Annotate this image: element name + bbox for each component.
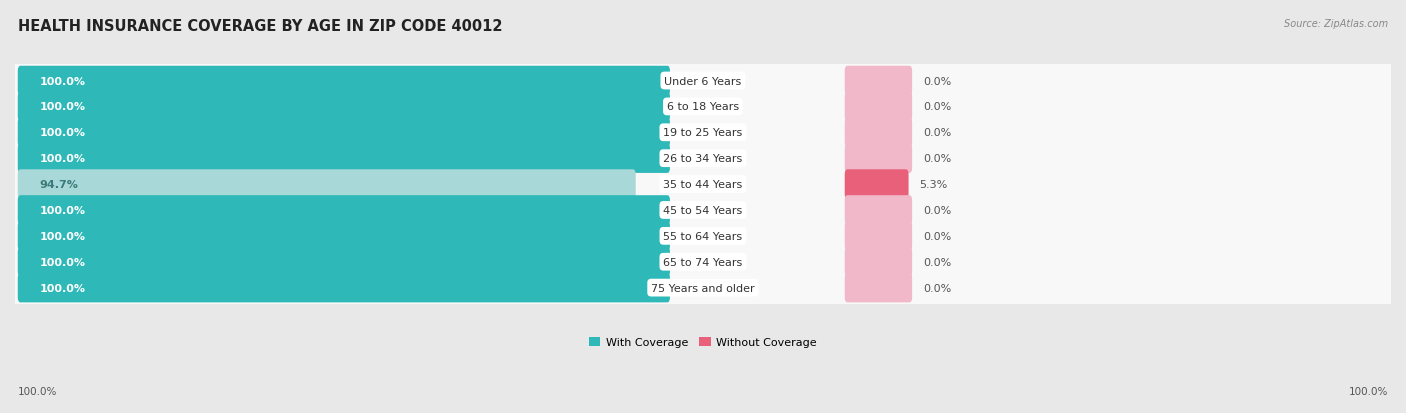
Text: 0.0%: 0.0% xyxy=(924,102,952,112)
Text: HEALTH INSURANCE COVERAGE BY AGE IN ZIP CODE 40012: HEALTH INSURANCE COVERAGE BY AGE IN ZIP … xyxy=(18,19,503,33)
Text: Source: ZipAtlas.com: Source: ZipAtlas.com xyxy=(1284,19,1388,28)
FancyBboxPatch shape xyxy=(14,269,1392,307)
FancyBboxPatch shape xyxy=(18,196,671,225)
Text: 26 to 34 Years: 26 to 34 Years xyxy=(664,154,742,164)
FancyBboxPatch shape xyxy=(845,196,912,225)
FancyBboxPatch shape xyxy=(14,62,1392,100)
Text: 0.0%: 0.0% xyxy=(924,76,952,86)
Text: 0.0%: 0.0% xyxy=(924,205,952,216)
Text: 100.0%: 100.0% xyxy=(18,387,58,396)
FancyBboxPatch shape xyxy=(14,114,1392,152)
Text: 0.0%: 0.0% xyxy=(924,154,952,164)
FancyBboxPatch shape xyxy=(845,144,912,173)
FancyBboxPatch shape xyxy=(14,217,1392,255)
Text: 75 Years and older: 75 Years and older xyxy=(651,283,755,293)
Text: 0.0%: 0.0% xyxy=(924,231,952,241)
Text: 100.0%: 100.0% xyxy=(1348,387,1388,396)
Text: 0.0%: 0.0% xyxy=(924,257,952,267)
FancyBboxPatch shape xyxy=(845,273,912,303)
Text: 100.0%: 100.0% xyxy=(39,231,86,241)
Text: 100.0%: 100.0% xyxy=(39,76,86,86)
FancyBboxPatch shape xyxy=(18,221,671,251)
FancyBboxPatch shape xyxy=(845,247,912,277)
Text: 6 to 18 Years: 6 to 18 Years xyxy=(666,102,740,112)
Legend: With Coverage, Without Coverage: With Coverage, Without Coverage xyxy=(585,333,821,352)
FancyBboxPatch shape xyxy=(14,140,1392,178)
FancyBboxPatch shape xyxy=(845,118,912,148)
FancyBboxPatch shape xyxy=(845,66,912,96)
Text: 0.0%: 0.0% xyxy=(924,283,952,293)
Text: 100.0%: 100.0% xyxy=(39,257,86,267)
FancyBboxPatch shape xyxy=(18,273,671,303)
Text: 100.0%: 100.0% xyxy=(39,205,86,216)
Text: 0.0%: 0.0% xyxy=(924,128,952,138)
Text: 94.7%: 94.7% xyxy=(39,180,79,190)
FancyBboxPatch shape xyxy=(845,221,912,251)
FancyBboxPatch shape xyxy=(18,118,671,148)
FancyBboxPatch shape xyxy=(18,170,636,199)
FancyBboxPatch shape xyxy=(18,93,671,122)
Text: 100.0%: 100.0% xyxy=(39,102,86,112)
Text: Under 6 Years: Under 6 Years xyxy=(665,76,741,86)
Text: 100.0%: 100.0% xyxy=(39,128,86,138)
Text: 55 to 64 Years: 55 to 64 Years xyxy=(664,231,742,241)
FancyBboxPatch shape xyxy=(14,166,1392,204)
FancyBboxPatch shape xyxy=(845,93,912,122)
FancyBboxPatch shape xyxy=(14,243,1392,281)
Text: 100.0%: 100.0% xyxy=(39,283,86,293)
FancyBboxPatch shape xyxy=(18,247,671,277)
Text: 100.0%: 100.0% xyxy=(39,154,86,164)
FancyBboxPatch shape xyxy=(845,170,908,199)
FancyBboxPatch shape xyxy=(18,66,671,96)
Text: 45 to 54 Years: 45 to 54 Years xyxy=(664,205,742,216)
FancyBboxPatch shape xyxy=(14,88,1392,126)
FancyBboxPatch shape xyxy=(14,191,1392,230)
FancyBboxPatch shape xyxy=(18,144,671,173)
Text: 19 to 25 Years: 19 to 25 Years xyxy=(664,128,742,138)
Text: 65 to 74 Years: 65 to 74 Years xyxy=(664,257,742,267)
Text: 35 to 44 Years: 35 to 44 Years xyxy=(664,180,742,190)
Text: 5.3%: 5.3% xyxy=(920,180,948,190)
